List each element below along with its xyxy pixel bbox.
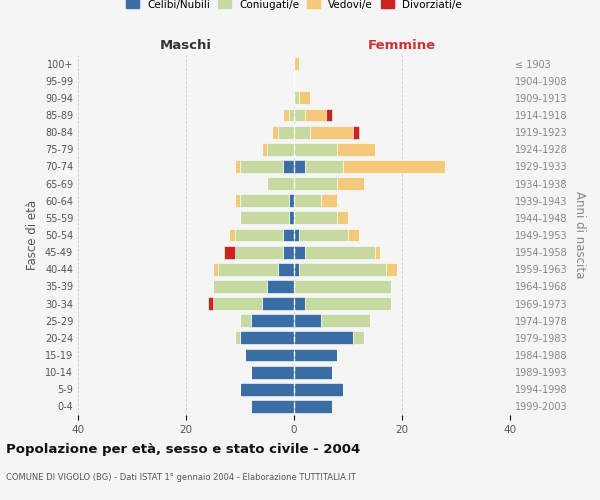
Bar (240, 314, 251, 327)
Bar (337, 212, 348, 224)
Bar (337, 177, 364, 190)
Bar (294, 160, 305, 173)
Bar (299, 263, 386, 276)
Bar (294, 400, 332, 413)
Bar (294, 228, 299, 241)
Bar (294, 366, 332, 378)
Bar (272, 126, 278, 138)
Bar (337, 143, 375, 156)
Bar (245, 348, 294, 362)
Bar (294, 108, 305, 122)
Bar (235, 160, 240, 173)
Bar (321, 314, 370, 327)
Legend: Celibi/Nubili, Coniugati/e, Vedovi/e, Divorziati/e: Celibi/Nubili, Coniugati/e, Vedovi/e, Di… (122, 0, 466, 14)
Bar (235, 194, 240, 207)
Bar (294, 212, 337, 224)
Bar (229, 228, 235, 241)
Bar (240, 194, 289, 207)
Bar (305, 297, 391, 310)
Bar (294, 348, 337, 362)
Bar (299, 92, 310, 104)
Bar (375, 246, 380, 258)
Bar (294, 314, 321, 327)
Bar (267, 280, 294, 293)
Bar (294, 263, 299, 276)
Bar (283, 160, 294, 173)
Bar (267, 177, 294, 190)
Bar (326, 108, 332, 122)
Bar (386, 263, 397, 276)
Bar (343, 160, 445, 173)
Bar (294, 194, 321, 207)
Bar (294, 332, 353, 344)
Bar (240, 332, 294, 344)
Bar (208, 297, 213, 310)
Bar (267, 143, 294, 156)
Bar (283, 246, 294, 258)
Bar (294, 92, 299, 104)
Bar (235, 228, 283, 241)
Bar (235, 246, 283, 258)
Y-axis label: Fasce di età: Fasce di età (26, 200, 39, 270)
Bar (294, 57, 299, 70)
Bar (294, 383, 343, 396)
Y-axis label: Anni di nascita: Anni di nascita (573, 192, 586, 278)
Bar (294, 280, 391, 293)
Bar (294, 126, 310, 138)
Bar (262, 297, 294, 310)
Bar (240, 383, 294, 396)
Bar (305, 108, 326, 122)
Bar (251, 366, 294, 378)
Bar (294, 297, 305, 310)
Bar (213, 280, 267, 293)
Bar (240, 212, 289, 224)
Bar (235, 332, 240, 344)
Bar (289, 194, 294, 207)
Bar (353, 332, 364, 344)
Bar (289, 212, 294, 224)
Bar (353, 126, 359, 138)
Bar (278, 126, 294, 138)
Bar (348, 228, 359, 241)
Bar (289, 108, 294, 122)
Bar (262, 143, 267, 156)
Bar (294, 177, 337, 190)
Bar (305, 246, 375, 258)
Bar (321, 194, 337, 207)
Bar (251, 314, 294, 327)
Bar (213, 297, 262, 310)
Bar (305, 160, 343, 173)
Bar (310, 126, 353, 138)
Text: Femmine: Femmine (368, 40, 436, 52)
Bar (299, 228, 348, 241)
Text: COMUNE DI VIGOLO (BG) - Dati ISTAT 1° gennaio 2004 - Elaborazione TUTTITALIA.IT: COMUNE DI VIGOLO (BG) - Dati ISTAT 1° ge… (6, 472, 356, 482)
Bar (224, 246, 235, 258)
Text: Popolazione per età, sesso e stato civile - 2004: Popolazione per età, sesso e stato civil… (6, 442, 360, 456)
Bar (218, 263, 278, 276)
Bar (240, 160, 283, 173)
Bar (294, 143, 337, 156)
Bar (283, 108, 289, 122)
Text: Maschi: Maschi (160, 40, 212, 52)
Bar (213, 263, 218, 276)
Bar (283, 228, 294, 241)
Bar (294, 246, 305, 258)
Bar (251, 400, 294, 413)
Bar (278, 263, 294, 276)
